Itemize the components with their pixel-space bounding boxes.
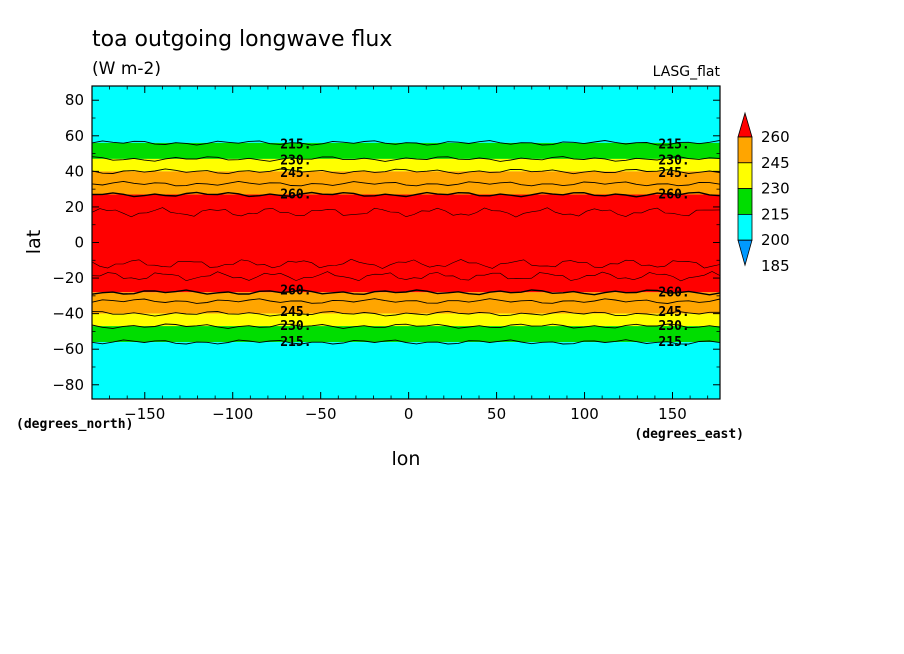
contour-label-2: 245. <box>280 166 311 181</box>
contour-label-6: 245. <box>658 166 689 181</box>
x-tick-label-0: −150 <box>124 405 165 423</box>
y-tick-label-1: −60 <box>52 340 84 358</box>
band-7 <box>92 326 720 343</box>
contour-line-9 <box>91 339 721 345</box>
colorbar-label-2: 230 <box>761 180 790 198</box>
y-tick-label-7: 60 <box>65 127 84 145</box>
contour-line-7 <box>91 310 720 317</box>
y-tick-label-0: −80 <box>52 376 84 394</box>
band-6 <box>92 313 720 327</box>
contour-label-7: 260. <box>658 187 689 202</box>
y-tick-label-5: 20 <box>65 198 84 216</box>
colorbar-label-3: 215 <box>761 205 790 223</box>
colorbar-segment-0 <box>737 136 753 164</box>
x-tick-label-1: −100 <box>212 405 253 423</box>
y-tick-label-8: 80 <box>65 91 84 109</box>
contour-label-15: 215. <box>658 335 689 350</box>
contour-label-4: 215. <box>658 138 689 153</box>
band-2 <box>92 158 720 172</box>
contour-line-8 <box>91 323 721 329</box>
band-4 <box>92 194 720 293</box>
y-tick-label-3: −20 <box>52 269 84 287</box>
colorbar-label-1: 245 <box>761 154 790 172</box>
colorbar-top-triangle <box>737 111 753 138</box>
band-3 <box>92 171 720 195</box>
band-0 <box>92 86 720 143</box>
contour-line-5 <box>91 289 721 296</box>
contour-label-13: 245. <box>658 305 689 320</box>
contour-inner-1 <box>91 258 721 269</box>
y-units-note: (degrees_north) <box>16 417 133 432</box>
band-1 <box>92 142 720 159</box>
contour-line-0 <box>91 139 721 146</box>
contour-label-9: 245. <box>280 305 311 320</box>
colorbar-label-4: 200 <box>761 231 790 249</box>
x-tick-label-3: 0 <box>404 405 414 423</box>
y-axis: −80 −60 −40 −20 0 20 40 60 80 <box>52 91 720 394</box>
chart-title: toa outgoing longwave flux <box>92 27 392 52</box>
contour-label-0: 215. <box>280 138 311 153</box>
contour-label-10: 230. <box>280 319 311 334</box>
band-5 <box>92 292 720 314</box>
x-axis: −150 −100 −50 0 50 100 150 <box>109 86 709 423</box>
x-axis-label: lon <box>392 448 421 470</box>
colorbar-bottom-triangle <box>737 239 753 267</box>
y-tick-label-6: 40 <box>65 162 84 180</box>
contour-label-8: 260. <box>280 284 311 299</box>
x-units-note: (degrees_east) <box>634 427 744 442</box>
y-tick-label-4: 0 <box>74 234 84 252</box>
contour-line-3 <box>91 180 721 187</box>
x-tick-label-6: 150 <box>658 405 687 423</box>
x-tick-label-4: 50 <box>487 405 506 423</box>
contour-label-12: 260. <box>658 285 689 300</box>
contour-inner-2 <box>91 271 721 282</box>
chart-units: (W m-2) <box>92 59 161 79</box>
x-tick-label-5: 100 <box>570 405 599 423</box>
contour-line-2 <box>91 168 721 175</box>
contour-labels: 215.230.245.260.215.230.245.260.260.245.… <box>280 138 690 350</box>
contour-lines <box>91 139 721 345</box>
contour-label-14: 230. <box>658 319 689 334</box>
colorbar-label-5: 185 <box>761 257 790 275</box>
colorbar: 260 245 230 215 200 185 <box>737 111 790 275</box>
contour-label-1: 230. <box>280 154 311 169</box>
colorbar-segment-1 <box>737 162 753 190</box>
colorbar-segment-2 <box>737 188 753 215</box>
contour-label-3: 260. <box>280 187 311 202</box>
plot-area <box>92 86 720 399</box>
band-8 <box>92 342 720 399</box>
colorbar-segment-3 <box>737 213 753 241</box>
x-tick-label-2: −50 <box>305 405 337 423</box>
contour-label-11: 215. <box>280 335 311 350</box>
contour-inner-0 <box>91 207 721 218</box>
contour-line-4 <box>91 191 721 198</box>
model-name: LASG_flat <box>653 64 721 80</box>
y-axis-label: lat <box>23 230 45 254</box>
colorbar-label-0: 260 <box>761 128 790 146</box>
contour-label-5: 230. <box>658 154 689 169</box>
contour-line-1 <box>91 156 721 162</box>
y-tick-label-2: −40 <box>52 305 84 323</box>
contour-line-6 <box>91 298 721 304</box>
